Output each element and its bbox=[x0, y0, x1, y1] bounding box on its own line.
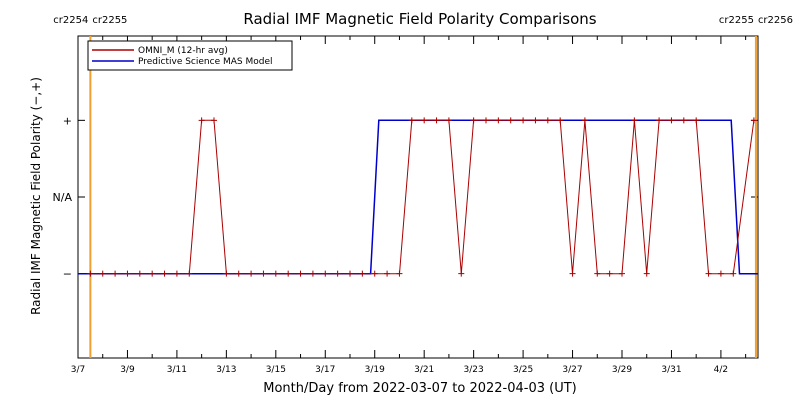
data-point-omni bbox=[631, 117, 638, 124]
data-point-omni bbox=[149, 270, 156, 277]
data-point-omni bbox=[594, 270, 601, 277]
y-axis-label: Radial IMF Magnetic Field Polarity (−,+) bbox=[29, 77, 43, 315]
data-point-omni bbox=[211, 117, 217, 124]
x-tick-label: 3/31 bbox=[661, 365, 681, 375]
x-tick-label: 3/11 bbox=[167, 365, 187, 375]
data-point-omni bbox=[544, 117, 551, 124]
data-point-omni bbox=[643, 270, 650, 277]
x-tick-label: 3/7 bbox=[71, 365, 85, 375]
data-point-omni bbox=[371, 270, 378, 277]
data-point-omni bbox=[309, 270, 316, 277]
data-point-omni bbox=[384, 270, 391, 277]
data-point-omni bbox=[705, 270, 712, 277]
x-tick-label: 4/2 bbox=[714, 365, 728, 375]
legend-box bbox=[87, 40, 293, 71]
data-point-omni bbox=[557, 117, 564, 124]
data-point-omni bbox=[495, 117, 502, 124]
x-tick-label: 3/23 bbox=[464, 365, 484, 375]
data-point-omni bbox=[297, 270, 304, 277]
data-point-omni bbox=[619, 270, 625, 277]
plot-area: 3/7 3/9 3/11 3/13 3/15 3/17 3/19 3/21 3/23 3/25 3/… bbox=[53, 15, 793, 375]
data-point-omni bbox=[668, 117, 675, 124]
data-point-omni bbox=[421, 117, 428, 124]
carrington-label-left: cr2254 bbox=[53, 15, 88, 26]
data-point-omni bbox=[334, 270, 341, 277]
data-point-omni bbox=[186, 270, 193, 277]
x-tick-label: 3/15 bbox=[266, 365, 286, 375]
data-point-omni bbox=[433, 117, 440, 124]
data-point-omni bbox=[717, 270, 724, 277]
data-point-omni bbox=[520, 117, 527, 124]
x-tick-label: 3/13 bbox=[216, 365, 236, 375]
chart-title: Radial IMF Magnetic Field Polarity Compa… bbox=[243, 10, 596, 28]
data-point-omni bbox=[322, 270, 329, 277]
data-point-omni bbox=[458, 270, 465, 277]
data-point-omni bbox=[124, 270, 131, 277]
y-tick-label: + bbox=[63, 114, 72, 127]
data-point-omni bbox=[606, 270, 613, 277]
data-point-omni bbox=[581, 117, 588, 124]
legend: OMNI_M (12-hr avg)Predictive Science MAS… bbox=[87, 40, 293, 71]
x-tick-label: 3/19 bbox=[365, 365, 385, 375]
data-point-omni bbox=[235, 270, 242, 277]
data-point-omni bbox=[87, 270, 94, 277]
carrington-label-left: cr2255 bbox=[719, 15, 754, 26]
legend-label: Predictive Science MAS Model bbox=[138, 57, 273, 67]
x-axis-label: Month/Day from 2022-03-07 to 2022-04-03 … bbox=[263, 381, 576, 396]
series-line-omni bbox=[90, 119, 755, 275]
data-point-omni bbox=[445, 117, 452, 124]
data-point-omni bbox=[99, 270, 106, 277]
data-point-omni bbox=[470, 117, 477, 124]
data-point-omni bbox=[532, 117, 539, 124]
x-tick-label: 3/17 bbox=[315, 365, 335, 375]
data-point-omni bbox=[680, 117, 687, 124]
carrington-label-right: cr2256 bbox=[758, 15, 793, 26]
data-point-omni bbox=[223, 270, 230, 277]
x-tick-label: 3/21 bbox=[414, 365, 434, 375]
y-tick-label: N/A bbox=[53, 191, 73, 204]
x-tick-label: 3/29 bbox=[612, 365, 632, 375]
data-point-omni bbox=[569, 270, 576, 277]
data-point-omni bbox=[408, 117, 415, 124]
data-point-omni bbox=[359, 270, 366, 277]
data-point-omni bbox=[248, 270, 255, 277]
legend-label: OMNI_M (12-hr avg) bbox=[138, 46, 228, 56]
series-line-model bbox=[78, 119, 758, 275]
data-point-omni bbox=[750, 117, 757, 124]
data-point-omni bbox=[272, 270, 279, 277]
data-point-omni bbox=[730, 270, 737, 277]
data-point-omni bbox=[347, 270, 353, 277]
plot-frame bbox=[77, 35, 759, 359]
data-point-omni bbox=[507, 117, 514, 124]
data-point-omni bbox=[285, 270, 292, 277]
data-point-omni bbox=[260, 270, 267, 277]
data-point-omni bbox=[396, 270, 403, 277]
y-tick-label: − bbox=[63, 268, 72, 281]
x-tick-label: 3/9 bbox=[120, 365, 135, 375]
x-tick-label: 3/25 bbox=[513, 365, 533, 375]
data-point-omni bbox=[112, 270, 119, 277]
data-point-omni bbox=[198, 117, 205, 124]
x-tick-label: 3/27 bbox=[562, 365, 582, 375]
data-point-omni bbox=[173, 270, 180, 277]
data-point-omni bbox=[161, 270, 168, 277]
data-point-omni bbox=[656, 117, 663, 124]
data-point-omni bbox=[693, 117, 700, 124]
carrington-label-right: cr2255 bbox=[92, 15, 127, 26]
data-point-omni bbox=[483, 117, 489, 124]
data-point-omni bbox=[136, 270, 143, 277]
